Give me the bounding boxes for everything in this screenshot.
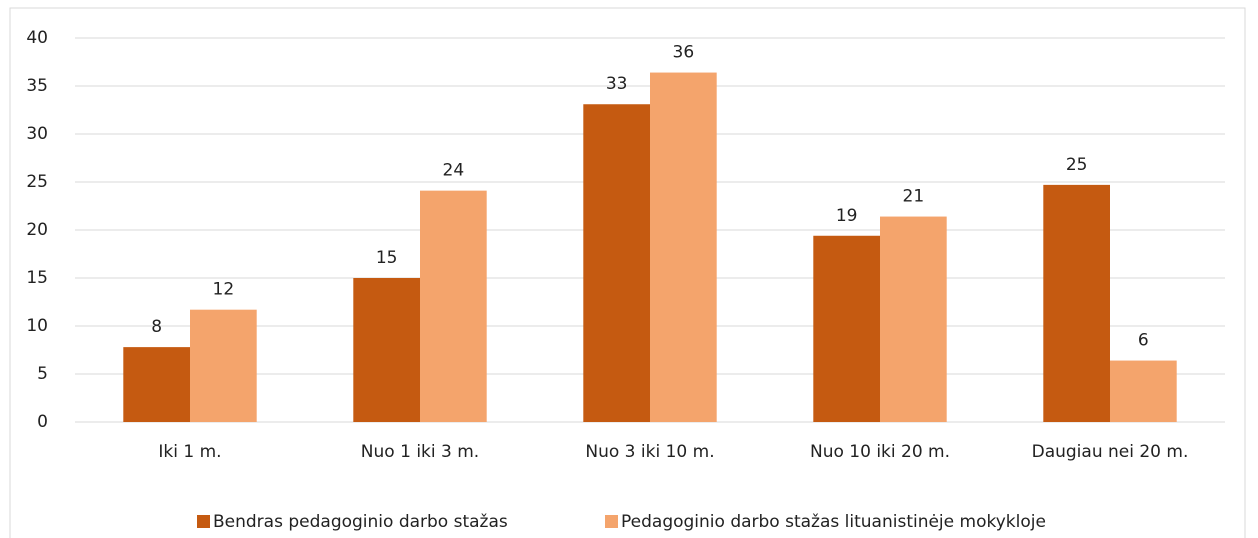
x-tick-label: Nuo 10 iki 20 m.	[810, 442, 950, 462]
chart-frame	[9, 7, 1246, 538]
y-tick-label: 5	[37, 364, 48, 384]
y-tick-label: 10	[26, 316, 48, 336]
y-tick-label: 40	[26, 28, 48, 48]
data-label: 33	[606, 74, 628, 94]
bar	[420, 190, 487, 422]
y-tick-label: 0	[37, 412, 48, 432]
x-tick-label: Nuo 1 iki 3 m.	[361, 442, 479, 462]
y-tick-label: 35	[26, 76, 48, 96]
legend-label: Pedagoginio darbo stažas lituanistinėje …	[621, 512, 1046, 532]
bar	[650, 72, 717, 422]
data-label: 24	[443, 161, 465, 181]
x-tick-label: Daugiau nei 20 m.	[1032, 442, 1189, 462]
bar	[1110, 360, 1177, 422]
data-label: 36	[673, 43, 695, 63]
bar	[813, 235, 880, 422]
y-tick-label: 20	[26, 220, 48, 240]
data-label: 21	[903, 187, 925, 207]
bar	[353, 278, 420, 422]
bar	[583, 104, 650, 423]
y-tick-label: 30	[26, 124, 48, 144]
data-label: 15	[376, 248, 398, 268]
data-label: 25	[1066, 155, 1088, 175]
y-tick-label: 15	[26, 268, 48, 288]
bar	[880, 216, 947, 422]
legend-label: Bendras pedagoginio darbo stažas	[213, 512, 508, 532]
bar	[1043, 184, 1110, 422]
y-tick-label: 25	[26, 172, 48, 192]
bar	[123, 347, 190, 422]
x-tick-label: Iki 1 m.	[158, 442, 221, 462]
x-tick-label: Nuo 3 iki 10 m.	[585, 442, 714, 462]
data-label: 8	[151, 317, 162, 337]
legend-swatch	[605, 515, 618, 528]
bar	[190, 309, 257, 422]
legend-swatch	[197, 515, 210, 528]
data-label: 19	[836, 206, 858, 226]
data-label: 6	[1138, 331, 1149, 351]
data-label: 12	[213, 280, 235, 300]
